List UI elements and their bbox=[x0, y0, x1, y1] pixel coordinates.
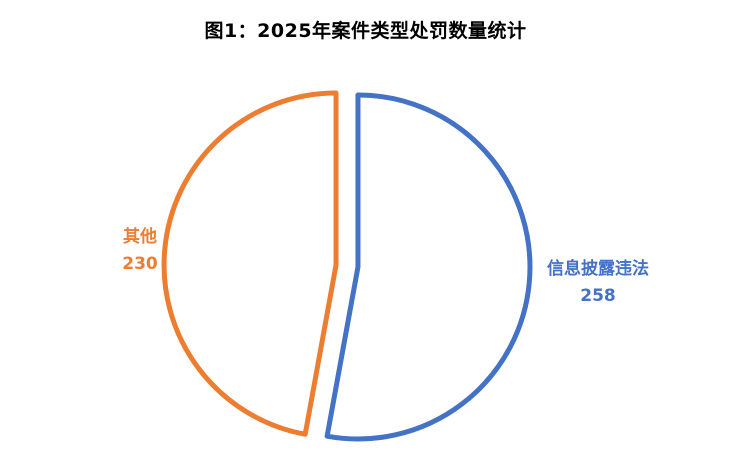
pie-slice-info-disclosure bbox=[324, 92, 533, 442]
slice-value-info-disclosure: 258 bbox=[580, 286, 616, 307]
slice-label-info-disclosure: 信息披露违法 258 bbox=[528, 256, 668, 310]
slice-value-other: 230 bbox=[122, 254, 158, 275]
slice-name-other: 其他 bbox=[123, 227, 157, 247]
chart-title: 图1：2025年案件类型处罚数量统计 bbox=[204, 20, 527, 42]
slice-name-info-disclosure: 信息披露违法 bbox=[547, 259, 649, 279]
slice-label-other: 其他 230 bbox=[112, 224, 168, 278]
pie-slice-other bbox=[161, 90, 339, 437]
